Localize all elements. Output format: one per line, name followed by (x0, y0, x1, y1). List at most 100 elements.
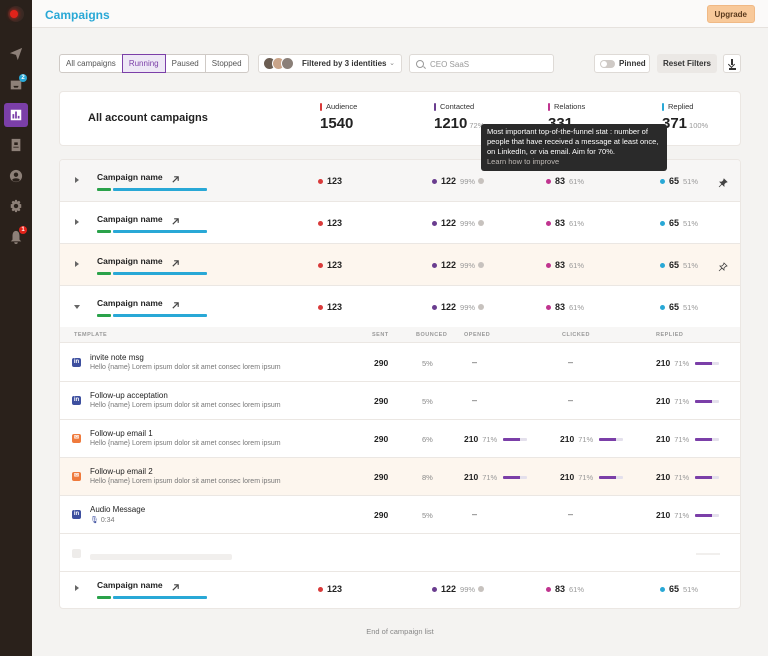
info-icon[interactable] (478, 178, 485, 184)
opened-bar (503, 475, 528, 479)
relations-cell: 83 61% (546, 302, 584, 312)
tab-all-campaigns[interactable]: All campaigns (59, 54, 123, 73)
open-link-icon[interactable] (171, 213, 180, 225)
identities-filter[interactable]: Filtered by 3 identities ⌄ (258, 54, 402, 73)
template-row[interactable]: in Audio Message 🎙 0:34 290 5% – – 210 71… (60, 496, 740, 534)
info-icon[interactable] (478, 262, 485, 268)
search-input[interactable] (430, 57, 550, 71)
replied-value: 210 (656, 434, 671, 444)
stat-replied: Replied 371 100% (662, 102, 708, 132)
campaign-progress (97, 230, 207, 233)
sent-value: 290 (374, 472, 389, 482)
stat-label: Contacted (440, 102, 475, 111)
toggle-switch[interactable] (600, 60, 615, 68)
reset-filters-button[interactable]: Reset Filters (657, 54, 717, 73)
download-icon[interactable] (723, 54, 741, 73)
info-icon[interactable] (478, 220, 485, 226)
bounced-value: 8% (422, 473, 433, 482)
stat-label: Replied (668, 102, 694, 111)
inbox-icon[interactable]: 2 (4, 73, 28, 97)
open-link-icon[interactable] (171, 255, 180, 267)
replied-pct: 71% (674, 396, 690, 406)
campaign-progress (97, 596, 207, 599)
expand-icon[interactable] (75, 219, 79, 225)
avatar (281, 57, 294, 70)
campaign-name[interactable]: Campaign name (97, 214, 163, 224)
open-link-icon[interactable] (171, 297, 180, 309)
notification-badge: 1 (19, 226, 27, 234)
expand-icon[interactable] (75, 585, 79, 591)
clicked-value: 210 (560, 472, 575, 482)
template-row[interactable]: ✉ Follow-up email 1 Hello {name} Lorem i… (60, 420, 740, 458)
info-icon[interactable] (478, 586, 485, 592)
replied-pct: 71% (674, 510, 690, 520)
tab-running[interactable]: Running (121, 54, 166, 73)
pinned-label: Pinned (619, 59, 646, 68)
campaign-row[interactable]: Campaign name 123 122 99% 83 61% 65 51% (60, 568, 740, 608)
pin-icon[interactable] (718, 175, 728, 188)
email-icon: ✉ (72, 472, 81, 481)
top-bar: Campaigns Upgrade (32, 0, 768, 28)
audience-cell: 123 (318, 260, 342, 270)
replied-bar (695, 399, 720, 403)
clicked-pct: 71% (578, 434, 594, 444)
campaign-row[interactable]: Campaign name 123 122 99% 83 61% 65 51% (60, 244, 740, 286)
replied-value: 210 (656, 396, 671, 406)
tab-paused[interactable]: Paused (164, 54, 206, 73)
audience-cell: 123 (318, 584, 342, 594)
campaign-name[interactable]: Campaign name (97, 256, 163, 266)
pinned-toggle[interactable]: Pinned (594, 54, 650, 73)
campaign-progress (97, 314, 207, 317)
bounced-value: 5% (422, 359, 433, 368)
col-replied: REPLIED (656, 332, 684, 338)
campaign-row[interactable]: Campaign name 123 122 99% 83 61% 65 51% (60, 202, 740, 244)
end-of-list: End of campaign list (366, 627, 434, 636)
info-icon[interactable] (478, 304, 485, 310)
relations-cell: 83 61% (546, 260, 584, 270)
stat-label: Relations (554, 102, 586, 111)
tab-stopped[interactable]: Stopped (204, 54, 249, 73)
campaign-list: Campaign name 123 122 99% 83 61% 65 51% Cam… (59, 159, 741, 609)
template-preview: Hello {name} Lorem ipsum dolor sit amet … (90, 440, 281, 447)
sent-value: 290 (374, 396, 389, 406)
col-sent: SENT (372, 332, 389, 338)
contacts-icon[interactable] (4, 133, 28, 157)
campaign-name[interactable]: Campaign name (97, 172, 163, 182)
opened-value: – (472, 395, 478, 405)
logo[interactable] (8, 6, 24, 22)
collapse-icon[interactable] (74, 305, 80, 309)
status-filter: All campaigns Running Paused Stopped (59, 54, 249, 73)
audio-duration: 🎙 0:34 (90, 517, 115, 524)
pin-outline-icon[interactable] (718, 259, 728, 272)
opened-pct: 71% (482, 472, 498, 482)
tooltip-link[interactable]: Learn how to improve (487, 157, 560, 166)
campaign-name[interactable]: Campaign name (97, 580, 163, 590)
send-icon[interactable] (4, 42, 28, 66)
expand-icon[interactable] (75, 177, 79, 183)
sent-value: 290 (374, 510, 389, 520)
template-preview: Hello {name} Lorem ipsum dolor sit amet … (90, 364, 281, 371)
template-table-header: TEMPLATE SENT BOUNCED OPENED CLICKED REP… (60, 327, 740, 343)
template-row[interactable]: in invite note msg Hello {name} Lorem ip… (60, 344, 740, 382)
replied-value: 210 (656, 358, 671, 368)
campaign-name[interactable]: Campaign name (97, 298, 163, 308)
bell-icon[interactable]: 1 (4, 225, 28, 249)
upgrade-button[interactable]: Upgrade (706, 5, 755, 23)
opened-bar (503, 437, 528, 441)
gear-icon[interactable] (4, 194, 28, 218)
profile-icon[interactable] (4, 164, 28, 188)
template-row[interactable]: in Follow-up acceptation Hello {name} Lo… (60, 382, 740, 420)
campaign-row-expanded[interactable]: Campaign name 123 122 99% 83 61% 65 51% (60, 286, 740, 328)
open-link-icon[interactable] (171, 579, 180, 591)
relations-cell: 83 61% (546, 218, 584, 228)
stat-contacted: Contacted 1210 72% (434, 102, 484, 132)
chart-icon[interactable] (4, 103, 28, 127)
expand-icon[interactable] (75, 261, 79, 267)
template-row[interactable]: ✉ Follow-up email 2 Hello {name} Lorem i… (60, 458, 740, 496)
clicked-bar (599, 437, 624, 441)
clicked-value: 210 (560, 434, 575, 444)
contacted-cell: 122 99% (432, 302, 485, 312)
campaign-progress (97, 272, 207, 275)
open-link-icon[interactable] (171, 171, 180, 183)
opened-value: 210 (464, 472, 479, 482)
